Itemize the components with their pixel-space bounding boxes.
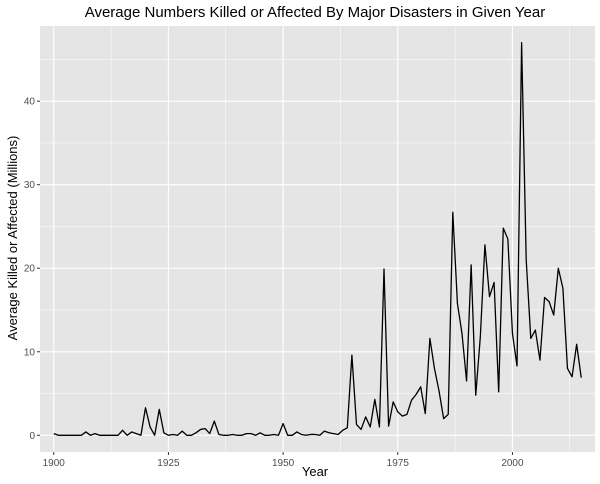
x-tick-label: 2000 bbox=[501, 458, 524, 469]
y-tick-label: 10 bbox=[24, 347, 36, 358]
y-tick-label: 0 bbox=[29, 431, 35, 442]
y-axis-ticks: 0 10 20 30 40 bbox=[24, 97, 40, 442]
x-axis-ticks: 1900 1925 1950 1975 2000 bbox=[43, 452, 524, 469]
minor-gridlines bbox=[40, 26, 595, 452]
y-tick-label: 20 bbox=[24, 264, 36, 275]
series-line bbox=[53, 42, 582, 436]
x-axis-label: Year bbox=[302, 464, 329, 479]
x-tick-label: 1950 bbox=[272, 458, 295, 469]
major-gridlines bbox=[40, 26, 595, 452]
y-tick-label: 40 bbox=[24, 97, 36, 108]
chart-title: Average Numbers Killed or Affected By Ma… bbox=[85, 4, 546, 21]
plot-panel bbox=[40, 26, 595, 452]
y-axis-label: Average Killed or Affected (Millions) bbox=[5, 136, 20, 341]
x-tick-label: 1975 bbox=[387, 458, 410, 469]
x-tick-label: 1900 bbox=[43, 458, 66, 469]
x-tick-label: 1925 bbox=[157, 458, 180, 469]
y-tick-label: 30 bbox=[24, 180, 36, 191]
